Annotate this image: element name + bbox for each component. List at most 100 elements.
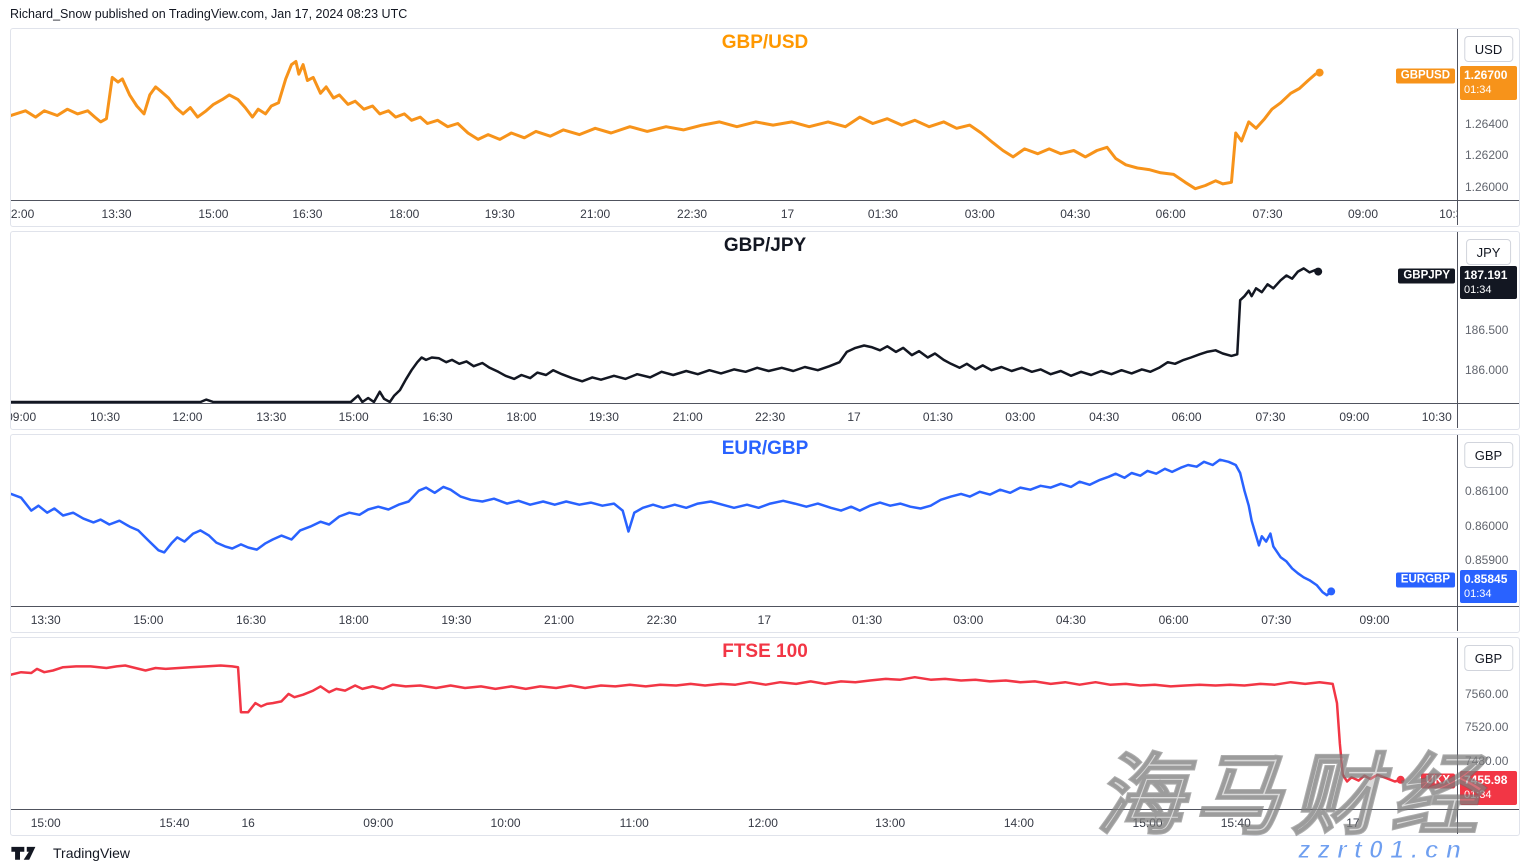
price-tick: 1.26000: [1465, 180, 1509, 195]
symbol-badge-gbpjpy: GBPJPY: [1398, 268, 1455, 283]
time-tick: 18:00: [338, 613, 369, 627]
time-tick: 17: [1346, 816, 1360, 830]
price-tick: 7520.00: [1465, 720, 1509, 735]
time-tick: 15:40: [159, 816, 190, 830]
time-axis-ukx[interactable]: 15:00 15:40 16 09:00 10:00 11:00 12:00 13:00 14:…: [11, 809, 1457, 834]
last-price-badge-ukx: 7455.98 01:34: [1460, 770, 1517, 805]
last-price-badge-gbpjpy: 187.191 01:34: [1460, 265, 1517, 300]
time-tick: 09:00: [1347, 207, 1379, 221]
symbol-badge-eurgbp: EURGBP: [1395, 572, 1455, 587]
footer: TradingView: [10, 845, 130, 861]
time-tick: 17: [780, 207, 795, 221]
time-tick: 13:30: [101, 207, 132, 221]
last-price-dot-gbpjpy: [1314, 267, 1323, 276]
time-tick: 16: [241, 816, 255, 830]
time-tick: 13:00: [875, 816, 906, 830]
currency-button-gbpusd[interactable]: USD: [1463, 36, 1514, 62]
time-tick: 22:30: [677, 207, 708, 221]
time-tick: 10:30: [1439, 207, 1457, 221]
price-tick: 0.86000: [1465, 518, 1509, 533]
time-tick: 07:30: [1252, 207, 1283, 221]
time-tick: 04:30: [1055, 613, 1086, 627]
time-tick: 11:00: [619, 816, 649, 830]
price-scale-gbpjpy[interactable]: JPY 186.500 186.000 187.191 01:34: [1457, 232, 1519, 403]
last-price-badge-eurgbp: 0.85845 01:34: [1460, 569, 1517, 604]
plot-area-ukx[interactable]: UKX: [11, 638, 1457, 809]
time-axis-gbpjpy[interactable]: 09:00 10:30 12:00 13:30 15:00 16:30 18:00 19:30…: [11, 403, 1457, 428]
time-tick: 14:00: [1003, 816, 1034, 830]
time-tick: 10:30: [89, 410, 120, 424]
price-tick: 0.85900: [1465, 553, 1509, 568]
time-tick: 15:00: [30, 816, 61, 830]
chart-panel-gbpjpy: GBP/JPY GBPJPY JPY 186.500 186.000 187.191 01:…: [10, 231, 1520, 430]
currency-button-gbpjpy[interactable]: JPY: [1465, 239, 1512, 265]
time-tick: 03:00: [964, 207, 995, 221]
last-price-value: 187.191: [1464, 267, 1508, 282]
last-price-dot-gbpusd: [1315, 68, 1324, 77]
chart-panel-ukx: FTSE 100 UKX GBP 7560.00 7520.00 7480.00 7455.…: [10, 637, 1520, 836]
time-tick: 18:00: [506, 410, 537, 424]
time-tick: 16:30: [236, 613, 267, 627]
axis-corner: [1457, 200, 1519, 225]
tradingview-logo-icon[interactable]: [10, 845, 46, 861]
last-price-countdown: 01:34: [1464, 588, 1492, 601]
last-price-countdown: 01:34: [1464, 84, 1492, 97]
time-tick: 09:00: [363, 816, 394, 830]
axis-corner: [1457, 809, 1519, 834]
price-scale-ukx[interactable]: GBP 7560.00 7520.00 7480.00 7455.98 01:34: [1457, 638, 1519, 809]
time-tick: 09:00: [11, 410, 37, 424]
time-tick: 15:40: [1220, 816, 1251, 830]
time-tick: 13:30: [256, 410, 287, 424]
time-axis-gbpusd[interactable]: 2:00 13:30 15:00 16:30 18:00 19:30 21:00 22:30 1…: [11, 200, 1457, 225]
time-tick: 01:30: [867, 207, 898, 221]
chart-panels-container: GBP/USD GBPUSD USD 1.26400 1.26200 1.26000 1.2…: [10, 28, 1520, 840]
time-tick: 17: [757, 613, 772, 627]
currency-button-ukx[interactable]: GBP: [1463, 645, 1514, 671]
plot-area-eurgbp[interactable]: EURGBP: [11, 435, 1457, 606]
time-tick: 10:00: [490, 816, 521, 830]
last-price-value: 1.26700: [1464, 67, 1508, 82]
time-tick: 01:30: [922, 410, 953, 424]
symbol-badge-ukx: UKX: [1420, 773, 1455, 789]
time-tick: 12:00: [747, 816, 778, 830]
price-tick: 7480.00: [1465, 753, 1509, 768]
time-tick: 16:30: [292, 207, 323, 221]
price-tick: 1.26400: [1465, 116, 1509, 131]
time-tick: 12:00: [172, 410, 203, 424]
plot-area-gbpjpy[interactable]: GBPJPY: [11, 232, 1457, 403]
last-price-countdown: 01:34: [1464, 284, 1492, 297]
price-tick: 0.86100: [1465, 483, 1509, 498]
time-tick: 21:00: [672, 410, 703, 424]
time-tick: 06:00: [1158, 613, 1189, 627]
last-price-value: 0.85845: [1464, 571, 1508, 586]
time-tick: 2:00: [11, 207, 35, 221]
time-tick: 18:00: [389, 207, 420, 221]
price-scale-gbpusd[interactable]: USD 1.26400 1.26200 1.26000 1.26700 01:34: [1457, 29, 1519, 200]
time-tick: 09:00: [1359, 613, 1390, 627]
price-tick: 1.26200: [1465, 148, 1509, 163]
time-tick: 21:00: [580, 207, 611, 221]
time-tick: 09:00: [1339, 410, 1370, 424]
currency-button-eurgbp[interactable]: GBP: [1463, 442, 1514, 468]
time-tick: 16:30: [422, 410, 453, 424]
time-tick: 15:00: [133, 613, 164, 627]
time-tick: 07:30: [1255, 410, 1286, 424]
last-price-badge-gbpusd: 1.26700 01:34: [1460, 65, 1517, 100]
time-tick: 22:30: [646, 613, 677, 627]
watermark-url-text: zzrt01.cn: [1298, 836, 1468, 865]
plot-area-gbpusd[interactable]: GBPUSD: [11, 29, 1457, 200]
price-tick: 186.000: [1465, 363, 1509, 378]
time-tick: 06:00: [1155, 207, 1186, 221]
time-axis-eurgbp[interactable]: 13:30 15:00 16:30 18:00 19:30 21:00 22:30 17 01:…: [11, 606, 1457, 631]
last-price-value: 7455.98: [1464, 772, 1508, 787]
time-tick: 06:00: [1171, 410, 1202, 424]
time-tick: 01:30: [852, 613, 883, 627]
time-tick: 22:30: [755, 410, 786, 424]
time-tick: 21:00: [544, 613, 575, 627]
price-tick: 7560.00: [1465, 686, 1509, 701]
tradingview-brand-text[interactable]: TradingView: [53, 845, 131, 861]
time-tick: 19:30: [441, 613, 472, 627]
last-price-dot-eurgbp: [1327, 587, 1336, 596]
axis-corner: [1457, 403, 1519, 428]
price-scale-eurgbp[interactable]: GBP 0.86100 0.86000 0.85900 0.85845 01:34: [1457, 435, 1519, 606]
